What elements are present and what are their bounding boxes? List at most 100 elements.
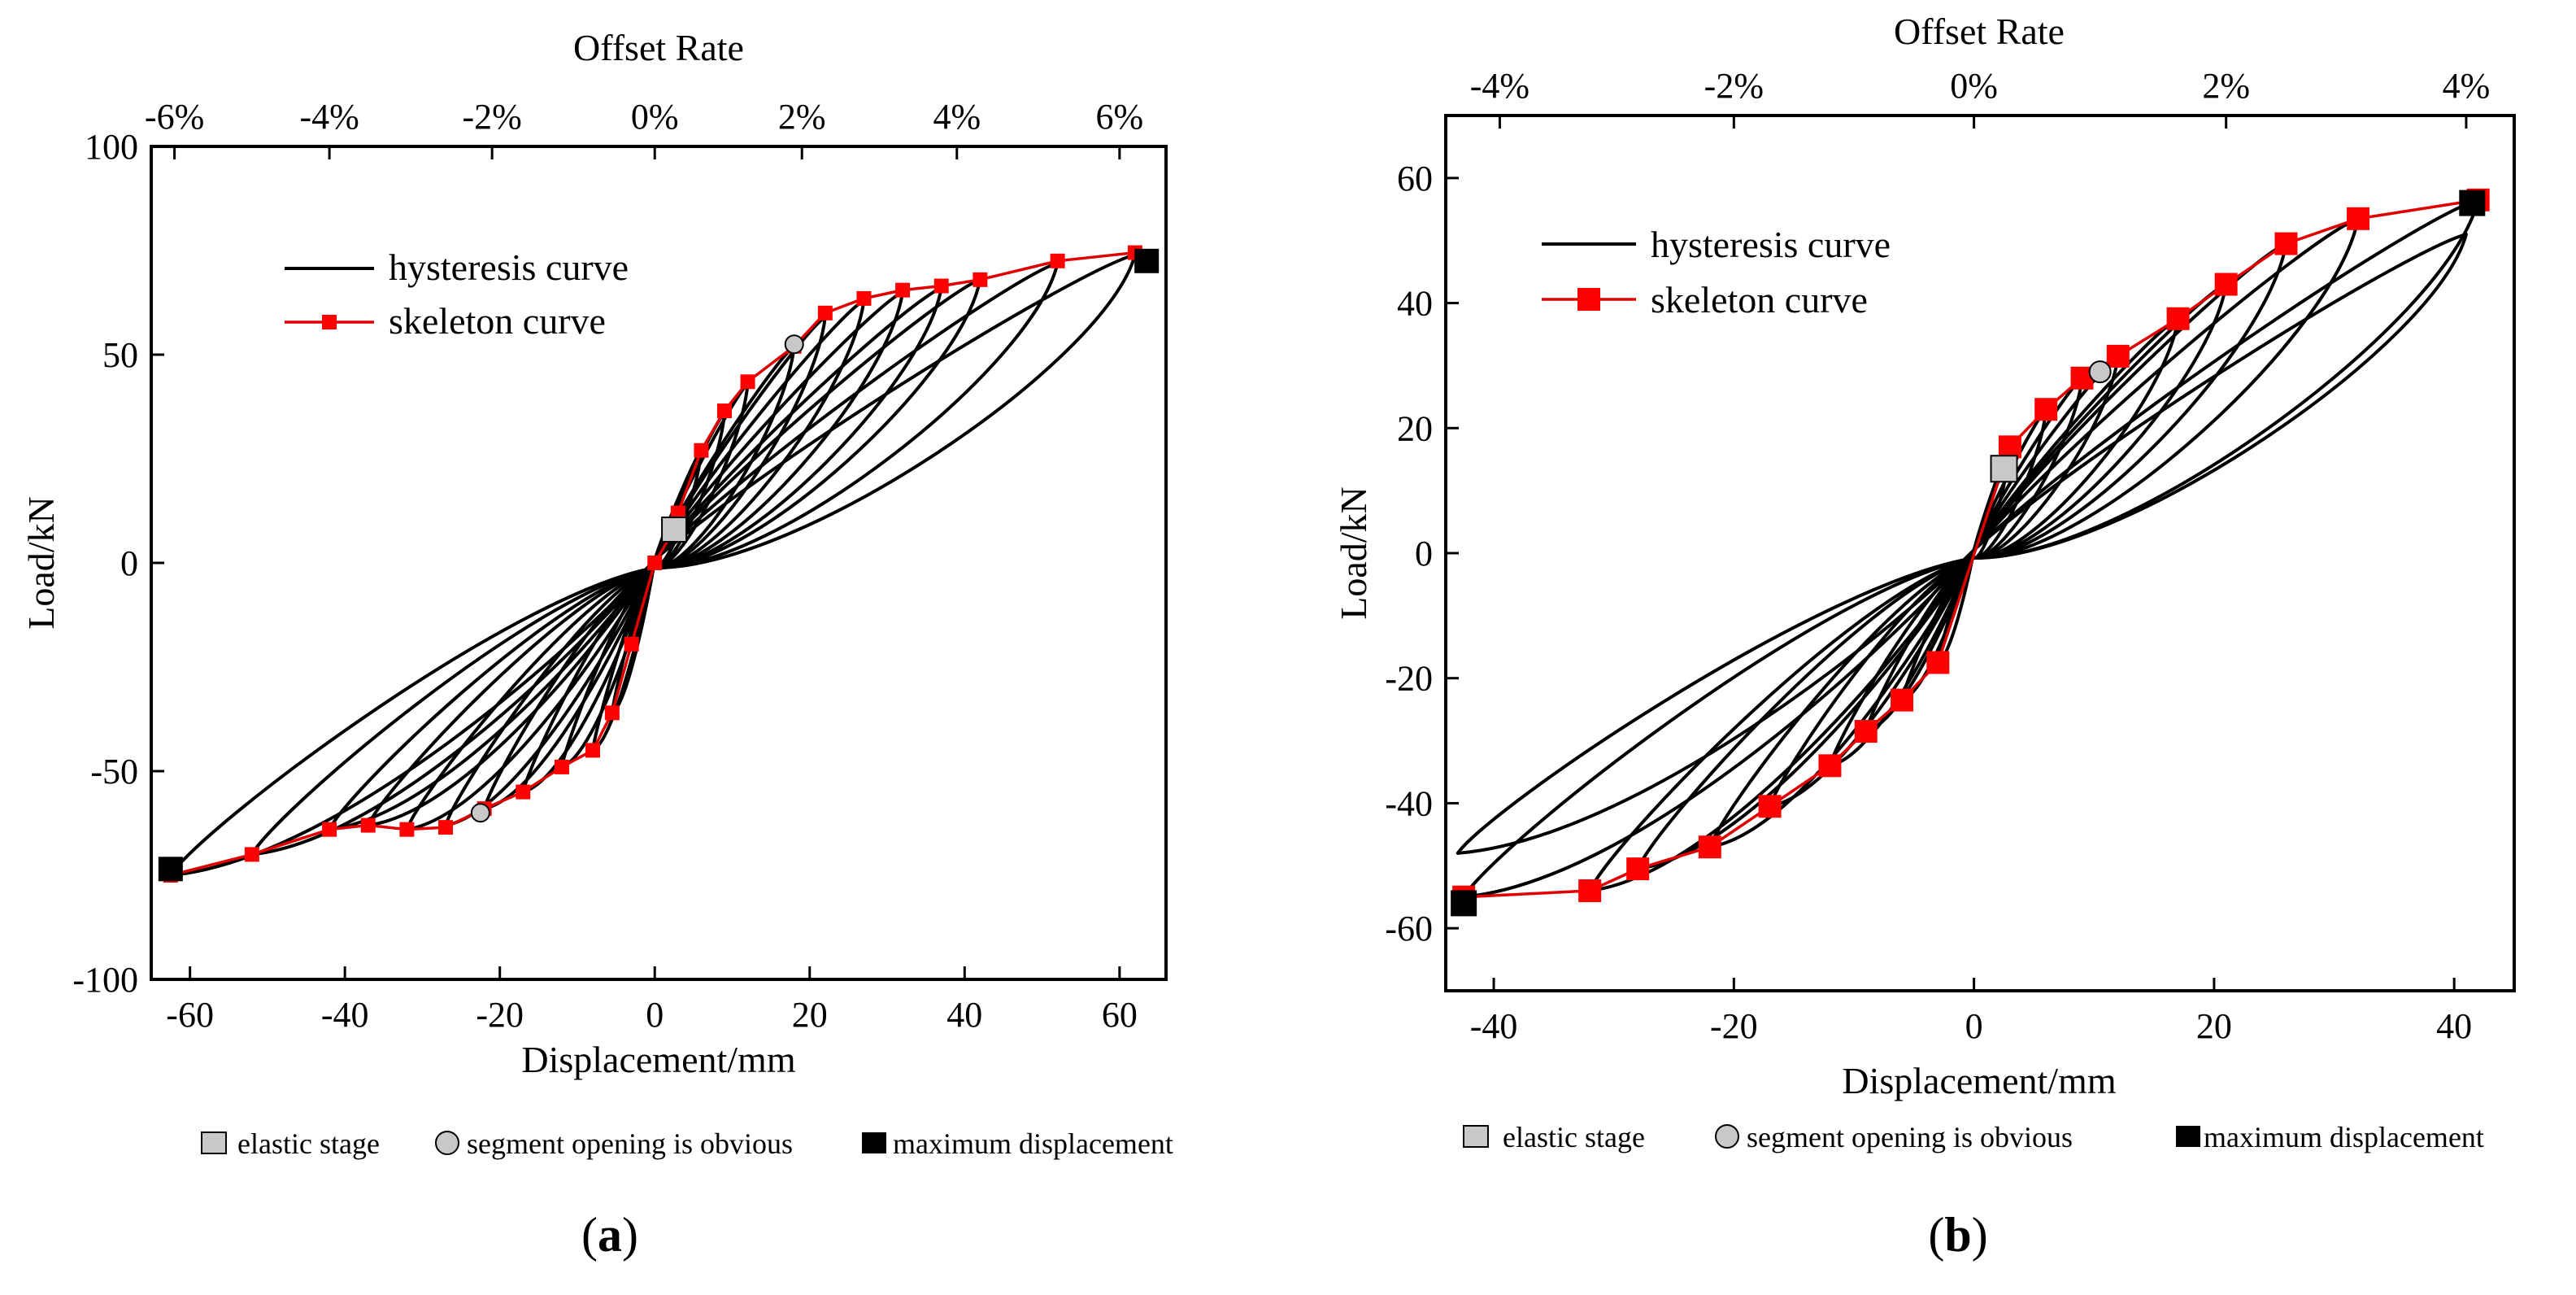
y-tick-label-a-2: 0 (120, 543, 138, 583)
y-tick-label-b-5: 40 (1397, 284, 1433, 324)
skeleton-point-a-17 (740, 374, 755, 390)
legend-label-hysteresis-b: hysteresis curve (1651, 224, 1891, 265)
segment-marker-b-1 (2088, 360, 2112, 384)
skeleton-point-a-12 (647, 556, 663, 570)
top-axis-ticks-b: -4% -2% 0% 2% 4% (1470, 66, 2490, 129)
skeleton-point-a-9 (585, 743, 601, 758)
top-axis-title-b: Offset Rate (1894, 11, 2065, 52)
legend-label-hysteresis-a: hysteresis curve (389, 246, 629, 288)
y-tick-label-b-0: -60 (1385, 909, 1433, 948)
skeleton-point-b-8 (1926, 651, 1950, 674)
x-tick-label-b-3: 20 (2196, 1006, 2232, 1046)
top-tick-label-a-0: -6% (145, 97, 204, 137)
skeleton-point-b-5 (1818, 754, 1842, 778)
top-axis-title-a: Offset Rate (573, 27, 744, 68)
y-tick-label-b-3: 0 (1415, 534, 1433, 573)
top-tick-label-b-3: 2% (2202, 66, 2250, 106)
x-tick-label-b-2: 0 (1965, 1006, 1983, 1046)
skeleton-point-a-22 (933, 278, 949, 294)
hysteresis-loop-b-9 (1462, 198, 2480, 899)
skeleton-point-a-16 (716, 403, 732, 419)
legend-label-skeleton-b: skeleton curve (1651, 279, 1868, 320)
note-segment-b: segment opening is obvious (1747, 1121, 2073, 1153)
y-axis-ticks-b: -60 -40 -20 0 20 40 60 (1385, 159, 1459, 948)
maximum-swatch-b (2176, 1126, 2200, 1147)
x-tick-label-a-1: -40 (321, 995, 369, 1035)
skeleton-point-a-20 (856, 290, 872, 306)
skeleton-point-a-21 (895, 282, 911, 298)
maximum-marker-b-3 (1451, 890, 1477, 917)
skeleton-line-b (1464, 198, 2478, 899)
stage-note-b: elastic stage segment opening is obvious… (1463, 1121, 2484, 1153)
legend-label-skeleton-a: skeleton curve (389, 300, 606, 342)
skeleton-point-a-4 (399, 822, 415, 837)
skeleton-curve-b (1452, 188, 2490, 909)
x-tick-label-b-4: 40 (2436, 1006, 2472, 1046)
legend-marker-skeleton-b (1577, 288, 1600, 311)
top-tick-label-b-0: -4% (1470, 66, 1530, 106)
y-tick-label-a-0: -100 (72, 960, 138, 1000)
panel-a: -60 -40 -20 0 20 40 60 -100 -50 0 50 100 -6% -4% -2%… (20, 27, 1173, 1262)
legend-marker-skeleton-a (322, 315, 337, 329)
skeleton-curve-a (163, 245, 1142, 883)
x-axis-ticks-a: -60 -40 -20 0 20 40 60 (166, 966, 1138, 1035)
y-tick-label-b-6: 60 (1397, 159, 1433, 198)
x-tick-label-b-1: -20 (1710, 1006, 1758, 1046)
skeleton-point-b-4 (1758, 795, 1782, 818)
skeleton-point-b-2 (1626, 857, 1650, 881)
maximum-marker-b-2 (2459, 190, 2486, 216)
skeleton-point-a-5 (438, 820, 454, 835)
note-elastic-b: elastic stage (1503, 1121, 1645, 1153)
maximum-marker-a-4 (158, 857, 183, 882)
skeleton-point-a-10 (604, 705, 620, 721)
skeleton-point-b-13 (2166, 307, 2190, 330)
top-tick-label-a-1: -4% (299, 97, 359, 137)
top-tick-label-b-1: -2% (1704, 66, 1764, 106)
legend-a: hysteresis curve skeleton curve (285, 246, 629, 342)
y-tick-label-a-3: 50 (102, 335, 138, 375)
skeleton-point-b-15 (2274, 232, 2298, 255)
skeleton-point-b-9 (1998, 435, 2021, 459)
x-tick-label-b-0: -40 (1470, 1006, 1518, 1046)
hysteresis-loop-b-8 (1456, 233, 2468, 855)
y-tick-label-b-1: -40 (1385, 783, 1433, 823)
note-maximum-b: maximum displacement (2204, 1121, 2484, 1153)
skeleton-point-b-14 (2214, 273, 2238, 296)
x-axis-title-b: Displacement/mm (1842, 1060, 2116, 1101)
segment-marker-a-2 (470, 803, 490, 823)
skeleton-point-a-3 (360, 818, 376, 833)
panel-b: -40 -20 0 20 40 -60 -40 -20 0 20 40 60 -4% -2% 0% 2% 4… (1333, 11, 2516, 1262)
x-axis-title-a: Displacement/mm (521, 1039, 795, 1080)
x-axis-ticks-b: -40 -20 0 20 40 (1470, 978, 2472, 1046)
skeleton-point-b-1 (1578, 879, 1602, 903)
y-tick-label-b-2: -20 (1385, 659, 1433, 699)
maximum-swatch-a (862, 1132, 886, 1153)
skeleton-point-a-15 (694, 443, 709, 458)
skeleton-point-b-16 (2347, 207, 2370, 230)
skeleton-point-b-3 (1698, 835, 1721, 859)
panel-label-b: (b) (1928, 1208, 1987, 1262)
elastic-swatch-a (201, 1131, 227, 1154)
top-tick-label-a-6: 6% (1096, 97, 1144, 137)
top-tick-label-b-4: 4% (2443, 66, 2491, 106)
elastic-marker-b-0 (1990, 455, 2018, 483)
top-tick-label-a-5: 4% (933, 97, 981, 137)
segment-swatch-a (435, 1131, 459, 1155)
y-tick-label-b-4: 20 (1397, 408, 1433, 448)
y-tick-label-a-1: -50 (90, 752, 138, 791)
stage-markers-b (1451, 190, 2486, 917)
skeleton-point-a-19 (817, 305, 833, 320)
skeleton-point-a-7 (516, 784, 531, 800)
stage-note-a: elastic stage segment opening is obvious… (201, 1127, 1173, 1160)
panel-label-letter-b: b (1944, 1208, 1971, 1262)
skeleton-point-a-1 (244, 847, 259, 862)
x-tick-label-a-3: 0 (646, 995, 664, 1035)
x-tick-label-a-5: 40 (946, 995, 982, 1035)
elastic-swatch-b (1463, 1125, 1489, 1148)
skeleton-point-b-6 (1854, 720, 1878, 743)
top-tick-label-a-4: 2% (778, 97, 826, 137)
note-segment-a: segment opening is obvious (467, 1127, 793, 1160)
skeleton-point-b-7 (1891, 688, 1914, 712)
skeleton-point-a-24 (1050, 253, 1065, 268)
